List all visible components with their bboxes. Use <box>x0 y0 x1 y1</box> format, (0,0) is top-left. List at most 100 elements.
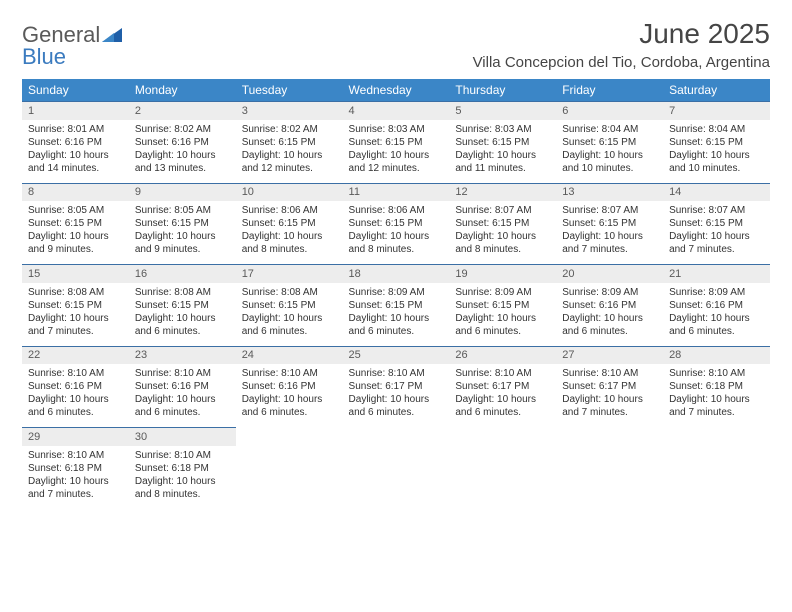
day-number: 17 <box>236 265 343 283</box>
day-cell: Sunrise: 8:08 AMSunset: 6:15 PMDaylight:… <box>22 283 129 347</box>
day-content: Sunrise: 8:09 AMSunset: 6:15 PMDaylight:… <box>449 283 556 346</box>
day-cell: Sunrise: 8:07 AMSunset: 6:15 PMDaylight:… <box>663 201 770 265</box>
calendar-body: 1234567Sunrise: 8:01 AMSunset: 6:16 PMDa… <box>22 102 770 509</box>
day-content: Sunrise: 8:10 AMSunset: 6:16 PMDaylight:… <box>236 364 343 427</box>
sunset-text: Sunset: 6:18 PM <box>669 380 764 393</box>
day-content: Sunrise: 8:07 AMSunset: 6:15 PMDaylight:… <box>556 201 663 264</box>
day-number: 19 <box>449 265 556 283</box>
sunrise-text: Sunrise: 8:10 AM <box>562 367 657 380</box>
day-content: Sunrise: 8:10 AMSunset: 6:16 PMDaylight:… <box>129 364 236 427</box>
sunrise-text: Sunrise: 8:06 AM <box>349 204 444 217</box>
daylight-text: Daylight: 10 hours and 6 minutes. <box>135 312 230 338</box>
empty-cell <box>556 428 663 446</box>
daylight-text: Daylight: 10 hours and 13 minutes. <box>135 149 230 175</box>
empty-cell <box>663 446 770 509</box>
day-content: Sunrise: 8:02 AMSunset: 6:16 PMDaylight:… <box>129 120 236 183</box>
week-3-numbers: 22232425262728 <box>22 346 770 364</box>
header: General Blue June 2025 Villa Concepcion … <box>22 18 770 71</box>
location-text: Villa Concepcion del Tio, Cordoba, Argen… <box>473 54 770 71</box>
day-cell: Sunrise: 8:07 AMSunset: 6:15 PMDaylight:… <box>449 201 556 265</box>
calendar-table: SundayMondayTuesdayWednesdayThursdayFrid… <box>22 79 770 509</box>
sunrise-text: Sunrise: 8:04 AM <box>669 123 764 136</box>
day-number: 7 <box>663 102 770 120</box>
day-header-saturday: Saturday <box>663 79 770 102</box>
week-2-numbers: 15161718192021 <box>22 265 770 283</box>
day-cell: Sunrise: 8:09 AMSunset: 6:15 PMDaylight:… <box>343 283 450 347</box>
sunset-text: Sunset: 6:15 PM <box>349 299 444 312</box>
daylight-text: Daylight: 10 hours and 8 minutes. <box>135 475 230 501</box>
sunrise-text: Sunrise: 8:03 AM <box>455 123 550 136</box>
day-content: Sunrise: 8:06 AMSunset: 6:15 PMDaylight:… <box>343 201 450 264</box>
day-cell: Sunrise: 8:10 AMSunset: 6:18 PMDaylight:… <box>663 364 770 428</box>
day-number: 13 <box>556 183 663 201</box>
sunset-text: Sunset: 6:18 PM <box>28 462 123 475</box>
daylight-text: Daylight: 10 hours and 8 minutes. <box>349 230 444 256</box>
logo-text: General Blue <box>22 24 122 68</box>
day-number: 8 <box>22 183 129 201</box>
day-number: 2 <box>129 102 236 120</box>
sunset-text: Sunset: 6:16 PM <box>562 299 657 312</box>
day-content: Sunrise: 8:10 AMSunset: 6:18 PMDaylight:… <box>129 446 236 509</box>
day-content: Sunrise: 8:07 AMSunset: 6:15 PMDaylight:… <box>449 201 556 264</box>
week-0-numbers: 1234567 <box>22 102 770 120</box>
week-1-numbers: 891011121314 <box>22 183 770 201</box>
week-3-content: Sunrise: 8:10 AMSunset: 6:16 PMDaylight:… <box>22 364 770 428</box>
sunset-text: Sunset: 6:15 PM <box>562 136 657 149</box>
week-1-content: Sunrise: 8:05 AM Sunset: 6:15 PM Daylight:… <box>22 201 770 265</box>
day-cell: Sunrise: 8:05 AMSunset: 6:15 PMDaylight:… <box>22 201 129 265</box>
day-number: 12 <box>449 183 556 201</box>
day-content: Sunrise: 8:01 AMSunset: 6:16 PMDaylight:… <box>22 120 129 183</box>
title-block: June 2025 Villa Concepcion del Tio, Cord… <box>473 18 770 71</box>
sunrise-text: Sunrise: 8:08 AM <box>135 286 230 299</box>
day-cell: Sunrise: 8:05 AMSunset: 6:15 PMDaylight:… <box>129 201 236 265</box>
daylight-text: Daylight: 10 hours and 10 minutes. <box>562 149 657 175</box>
week-4-numbers: 2930 <box>22 428 770 446</box>
daylight-text: Daylight: 10 hours and 8 minutes. <box>455 230 550 256</box>
sunrise-text: Sunrise: 8:01 AM <box>28 123 123 136</box>
day-content: Sunrise: 8:05 AMSunset: 6:15 PMDaylight:… <box>129 201 236 264</box>
month-title: June 2025 <box>473 18 770 50</box>
sunset-text: Sunset: 6:15 PM <box>669 136 764 149</box>
daylight-text: Daylight: 10 hours and 6 minutes. <box>242 312 337 338</box>
sunset-text: Sunset: 6:16 PM <box>28 380 123 393</box>
day-content: Sunrise: 8:10 AMSunset: 6:17 PMDaylight:… <box>556 364 663 427</box>
day-cell: Sunrise: 8:10 AMSunset: 6:16 PMDaylight:… <box>236 364 343 428</box>
week-0-content: Sunrise: 8:01 AMSunset: 6:16 PMDaylight:… <box>22 120 770 184</box>
day-cell: Sunrise: 8:10 AMSunset: 6:16 PMDaylight:… <box>129 364 236 428</box>
day-content: Sunrise: 8:08 AMSunset: 6:15 PMDaylight:… <box>236 283 343 346</box>
sunrise-text: Sunrise: 8:02 AM <box>242 123 337 136</box>
sunset-text: Sunset: 6:15 PM <box>349 136 444 149</box>
sunrise-text: Sunrise: 8:09 AM <box>669 286 764 299</box>
day-content: Sunrise: 8:09 AMSunset: 6:16 PMDaylight:… <box>556 283 663 346</box>
daylight-text: Daylight: 10 hours and 8 minutes. <box>242 230 337 256</box>
sunrise-text: Sunrise: 8:08 AM <box>242 286 337 299</box>
day-number: 29 <box>22 428 129 446</box>
day-cell: Sunrise: 8:03 AMSunset: 6:15 PMDaylight:… <box>343 120 450 184</box>
day-content: Sunrise: 8:10 AMSunset: 6:18 PMDaylight:… <box>663 364 770 427</box>
day-number: 20 <box>556 265 663 283</box>
daylight-text: Daylight: 10 hours and 12 minutes. <box>242 149 337 175</box>
day-cell: Sunrise: 8:10 AMSunset: 6:18 PMDaylight:… <box>22 446 129 509</box>
day-content: Sunrise: 8:03 AMSunset: 6:15 PMDaylight:… <box>449 120 556 183</box>
sunrise-text: Sunrise: 8:09 AM <box>455 286 550 299</box>
sunrise-text: Sunrise: 8:08 AM <box>28 286 123 299</box>
day-content: Sunrise: 8:09 AMSunset: 6:15 PMDaylight:… <box>343 283 450 346</box>
day-content: Sunrise: 8:10 AMSunset: 6:18 PMDaylight:… <box>22 446 129 509</box>
day-content: Sunrise: 8:04 AMSunset: 6:15 PMDaylight:… <box>556 120 663 183</box>
sunset-text: Sunset: 6:15 PM <box>562 217 657 230</box>
day-content: Sunrise: 8:09 AMSunset: 6:16 PMDaylight:… <box>663 283 770 346</box>
sunrise-text: Sunrise: 8:04 AM <box>562 123 657 136</box>
sunset-text: Sunset: 6:15 PM <box>669 217 764 230</box>
sunset-text: Sunset: 6:16 PM <box>242 380 337 393</box>
day-cell: Sunrise: 8:10 AMSunset: 6:17 PMDaylight:… <box>343 364 450 428</box>
sunrise-text: Sunrise: 8:05 AM <box>135 204 230 217</box>
day-content: Sunrise: 8:02 AMSunset: 6:15 PMDaylight:… <box>236 120 343 183</box>
sunrise-text: Sunrise: 8:10 AM <box>242 367 337 380</box>
day-number: 9 <box>129 183 236 201</box>
daylight-text: Daylight: 10 hours and 10 minutes. <box>669 149 764 175</box>
daylight-text: Daylight: 10 hours and 7 minutes. <box>669 393 764 419</box>
day-number: 21 <box>663 265 770 283</box>
day-number: 4 <box>343 102 450 120</box>
sunrise-text: Sunrise: 8:10 AM <box>455 367 550 380</box>
sunrise-text: Sunrise: 8:05 AM <box>28 204 123 217</box>
